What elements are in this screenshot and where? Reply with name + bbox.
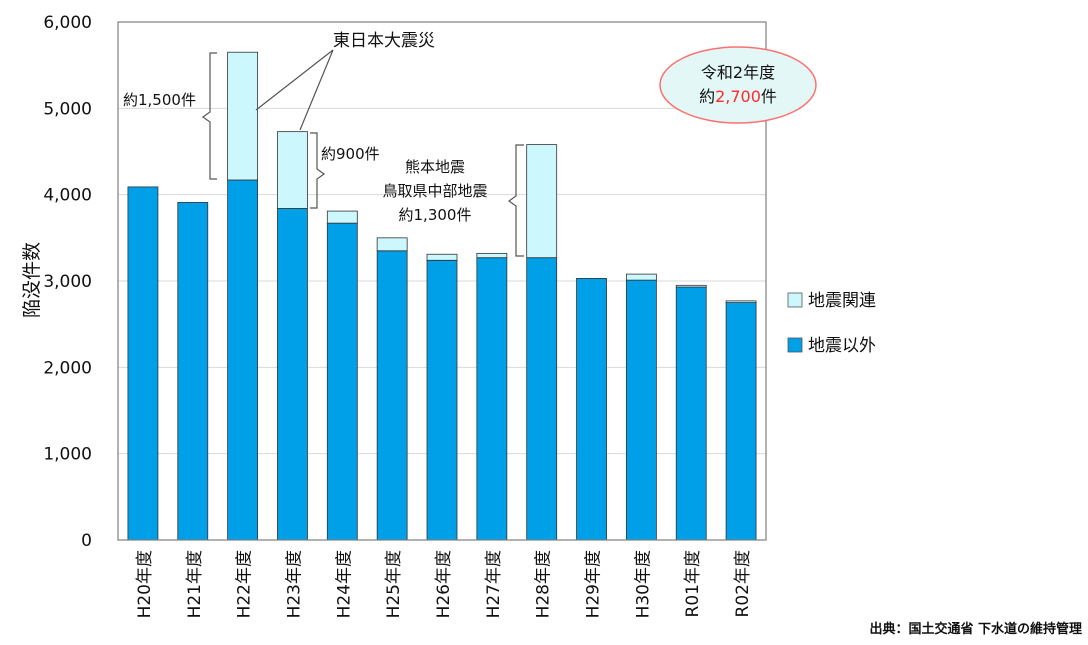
legend-swatch-quake	[787, 292, 803, 308]
legend-label-quake: 地震関連	[808, 291, 876, 311]
brace-h23	[310, 132, 326, 209]
bar-segment-non-quake	[127, 186, 159, 541]
leader-line-h22	[255, 49, 334, 111]
y-tick-label: 3,000	[43, 272, 92, 292]
annotation-h22-amount: 約1,500件	[123, 91, 196, 109]
bar-segment-quake	[277, 131, 308, 209]
bar-segment-quake	[675, 284, 707, 288]
badge-ellipse	[659, 46, 817, 124]
badge-prefix: 約	[699, 87, 715, 106]
x-tick-label: H29年度	[584, 550, 604, 618]
bar-segment-non-quake	[526, 257, 558, 541]
bar-segment-non-quake	[227, 179, 259, 541]
bar-segment-non-quake	[376, 250, 408, 541]
legend-label-main: 地震以外	[808, 336, 876, 356]
badge-line2: 約2,700件	[699, 87, 777, 106]
y-tick-label: 0	[81, 531, 92, 551]
bar-segment-non-quake	[326, 222, 358, 541]
y-tick-label: 6,000	[43, 13, 92, 33]
y-tick-labels: 0 1,000 2,000 3,000 4,000 5,000 6,000	[43, 13, 92, 551]
bar-segment-quake	[526, 144, 558, 259]
bar-segment-non-quake	[576, 278, 607, 541]
legend-swatch-main	[787, 337, 803, 353]
annotations	[201, 49, 524, 257]
bar-segment-non-quake	[177, 202, 209, 541]
x-tick-label: H26年度	[434, 550, 454, 618]
brace-h22	[201, 52, 217, 180]
y-tick-label: 1,000	[43, 445, 92, 465]
bar-segment-non-quake	[725, 302, 757, 541]
badge-line1: 令和2年度	[701, 63, 775, 82]
bar-segment-quake	[476, 252, 508, 259]
x-tick-label: H25年度	[384, 550, 404, 618]
legend: 地震関連 地震以外	[787, 291, 876, 356]
leader-line-h23	[299, 49, 334, 131]
brace-h28	[507, 144, 524, 257]
badge-suffix: 件	[761, 87, 777, 106]
x-tick-labels: H20年度 H21年度 H22年度 H23年度 H24年度 H25年度 H26年度 H27年度…	[135, 550, 753, 618]
x-tick-label: H22年度	[235, 550, 255, 618]
bars	[127, 51, 757, 541]
x-tick-label: H28年度	[534, 550, 554, 618]
annotation-h28-line2: 鳥取県中部地震	[382, 182, 487, 200]
bar-segment-non-quake	[476, 257, 508, 541]
badge-number: 2,700	[715, 87, 761, 106]
x-tick-label: H27年度	[484, 550, 504, 618]
bar-segment-quake	[376, 237, 408, 252]
bar-segment-non-quake	[277, 208, 308, 541]
x-tick-label: R02年度	[733, 550, 753, 617]
bar-segment-quake	[326, 210, 358, 224]
x-tick-label: H24年度	[334, 550, 354, 618]
y-axis-label: 陥没件数	[21, 242, 43, 318]
x-tick-label: H30年度	[633, 550, 653, 618]
x-tick-label: R01年度	[683, 550, 703, 617]
annotation-h23-amount: 約900件	[321, 145, 380, 163]
bar-segment-quake	[725, 300, 757, 303]
bar-segment-non-quake	[426, 259, 458, 541]
axes	[117, 21, 767, 541]
bar-segment-quake	[227, 51, 259, 181]
annotation-quake-label: 東日本大震災	[333, 31, 435, 51]
y-tick-label: 5,000	[43, 99, 92, 119]
bar-segment-non-quake	[675, 286, 707, 541]
source-note: 出典：国土交通省 下水道の維持管理	[869, 622, 1082, 637]
bar-segment-non-quake	[625, 279, 657, 541]
x-tick-label: H20年度	[135, 550, 155, 618]
x-tick-label: H23年度	[284, 550, 304, 618]
plot-frame	[117, 21, 767, 541]
annotation-h28-line3: 約1,300件	[399, 206, 472, 224]
x-tick-label: H21年度	[185, 550, 205, 618]
bar-segment-quake	[625, 273, 657, 281]
y-tick-label: 2,000	[43, 358, 92, 378]
annotation-h28-line1: 熊本地震	[405, 158, 465, 176]
y-tick-label: 4,000	[43, 186, 92, 206]
bar-segment-quake	[426, 253, 458, 261]
